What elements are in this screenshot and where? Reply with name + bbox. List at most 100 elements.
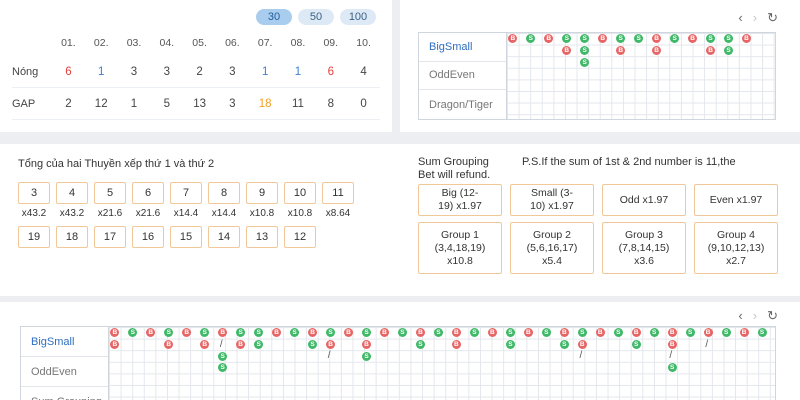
- stats-column-header: 08.: [290, 37, 306, 49]
- big-result-marker: B: [110, 339, 120, 349]
- sum-number-button[interactable]: 12: [284, 226, 316, 248]
- big-result-marker: B: [200, 339, 210, 349]
- small-result-marker: S: [580, 45, 590, 55]
- tab-oddeven[interactable]: OddEven: [21, 357, 108, 387]
- big-result-marker: B: [595, 328, 605, 338]
- stats-column-header: 05.: [192, 37, 207, 49]
- small-result-marker: S: [721, 328, 731, 338]
- bet-option-button[interactable]: Small (3- 10) x1.97: [510, 184, 594, 216]
- small-result-marker: S: [616, 34, 626, 44]
- sum-odds-label: x14.4: [211, 208, 237, 219]
- range-selector: 30 50 100: [256, 9, 376, 25]
- sum-number-button[interactable]: 16: [132, 226, 164, 248]
- tab-oddeven[interactable]: OddEven: [419, 62, 506, 91]
- small-result-marker: S: [685, 328, 695, 338]
- small-result-marker: S: [469, 328, 479, 338]
- stats-value: 4: [360, 65, 367, 78]
- tab-dragon-tiger[interactable]: Dragon/Tiger: [429, 98, 493, 111]
- chevron-left-icon[interactable]: ‹: [738, 10, 743, 25]
- range-50-pill[interactable]: 50: [298, 9, 334, 25]
- range-30-pill[interactable]: 30: [256, 9, 292, 25]
- small-result-marker: S: [541, 328, 551, 338]
- small-result-marker: S: [236, 328, 246, 338]
- big-result-marker: B: [508, 34, 518, 44]
- chevron-right-icon[interactable]: ›: [752, 308, 758, 323]
- sum-number-button[interactable]: 11: [322, 182, 354, 204]
- big-result-marker: B: [326, 339, 336, 349]
- sum-number-button[interactable]: 10: [284, 182, 316, 204]
- stats-value: 13: [193, 97, 206, 110]
- chevron-left-icon[interactable]: ‹: [738, 308, 743, 323]
- big-result-marker: B: [146, 328, 156, 338]
- big-result-marker: B: [236, 339, 246, 349]
- sum-number-button[interactable]: 4: [56, 182, 88, 204]
- small-result-marker: S: [667, 363, 677, 373]
- big-result-marker: B: [308, 328, 318, 338]
- sum-number-button[interactable]: 8: [208, 182, 240, 204]
- stats-column-header: 04.: [159, 37, 175, 49]
- refresh-icon[interactable]: ↻: [767, 10, 778, 25]
- big-result-marker: B: [272, 328, 282, 338]
- sum-number-button[interactable]: 9: [246, 182, 278, 204]
- small-result-marker: S: [254, 339, 264, 349]
- stats-value: 3: [229, 65, 236, 78]
- chevron-right-icon[interactable]: ›: [752, 10, 758, 25]
- sum-number-button[interactable]: 19: [18, 226, 50, 248]
- small-result-marker: S: [706, 34, 716, 44]
- group-bet-button[interactable]: Group 1 (3,4,18,19) x10.8: [418, 222, 502, 274]
- stats-value: 2: [196, 65, 203, 78]
- sum-number-button[interactable]: 7: [170, 182, 202, 204]
- sum-odds-label: x21.6: [97, 208, 123, 219]
- sum-number-button[interactable]: 18: [56, 226, 88, 248]
- tie-slash-marker: /: [669, 350, 673, 362]
- small-result-marker: S: [200, 328, 210, 338]
- small-result-marker: S: [757, 328, 767, 338]
- tie-slash-marker: /: [219, 338, 223, 350]
- small-result-marker: S: [128, 328, 138, 338]
- group-bet-button[interactable]: Group 2 (5,6,16,17) x5.4: [510, 222, 594, 274]
- small-result-marker: S: [613, 328, 623, 338]
- big-result-marker: B: [739, 328, 749, 338]
- sum-number-button[interactable]: 13: [246, 226, 278, 248]
- sum-odds-label: x10.8: [287, 208, 313, 219]
- big-result-marker: B: [577, 339, 587, 349]
- sum-number-button[interactable]: 6: [132, 182, 164, 204]
- stats-value: 0: [360, 97, 367, 110]
- sum-odds-label: x21.6: [135, 208, 161, 219]
- small-result-marker: S: [724, 34, 734, 44]
- refresh-icon[interactable]: ↻: [767, 308, 778, 323]
- group-bet-button[interactable]: Group 4 (9,10,12,13) x2.7: [694, 222, 778, 274]
- sum-odds-label: x43.2: [21, 208, 47, 219]
- sum-number-button[interactable]: 5: [94, 182, 126, 204]
- sum-number-row: 19 18 17 16 15 14 13 12: [18, 226, 354, 248]
- road-panel-bottom: ‹ › ↻ BigSmall OddEven Sum Grouping BBSB…: [0, 302, 800, 400]
- sum-number-button[interactable]: 14: [208, 226, 240, 248]
- small-result-marker: S: [580, 57, 590, 67]
- stats-row-gap: GAP 2 12 1 5 13 3 18 11 8 0: [12, 88, 380, 120]
- sum-number-row: 3 4 5 6 7 8 9 10 11: [18, 182, 354, 204]
- tab-bigsmall[interactable]: BigSmall: [419, 33, 506, 62]
- tie-slash-marker: /: [579, 350, 583, 362]
- range-100-pill[interactable]: 100: [340, 9, 376, 25]
- small-result-marker: S: [362, 351, 372, 361]
- ps-note: P.S.If the sum of 1st & 2nd number is 11…: [522, 156, 736, 168]
- big-result-marker: B: [344, 328, 354, 338]
- sum-number-button[interactable]: 17: [94, 226, 126, 248]
- road-tabs-bottom: BigSmall OddEven Sum Grouping: [21, 327, 109, 400]
- stats-value: 1: [261, 65, 269, 78]
- bet-option-button[interactable]: Big (12- 19) x1.97: [418, 184, 502, 216]
- sum-number-button[interactable]: 3: [18, 182, 50, 204]
- big-result-marker: B: [631, 328, 641, 338]
- group-bet-button[interactable]: Group 3 (7,8,14,15) x3.6: [602, 222, 686, 274]
- tab-bigsmall[interactable]: BigSmall: [21, 327, 108, 357]
- tab-sum-grouping[interactable]: Sum Grouping: [21, 387, 108, 400]
- bet-option-button[interactable]: Even x1.97: [694, 184, 778, 216]
- big-result-marker: B: [380, 328, 389, 338]
- small-result-marker: S: [290, 328, 300, 338]
- small-result-marker: S: [631, 339, 641, 349]
- big-result-marker: B: [544, 34, 554, 44]
- sum-number-button[interactable]: 15: [170, 226, 202, 248]
- big-result-marker: B: [110, 328, 120, 338]
- bet-option-button[interactable]: Odd x1.97: [602, 184, 686, 216]
